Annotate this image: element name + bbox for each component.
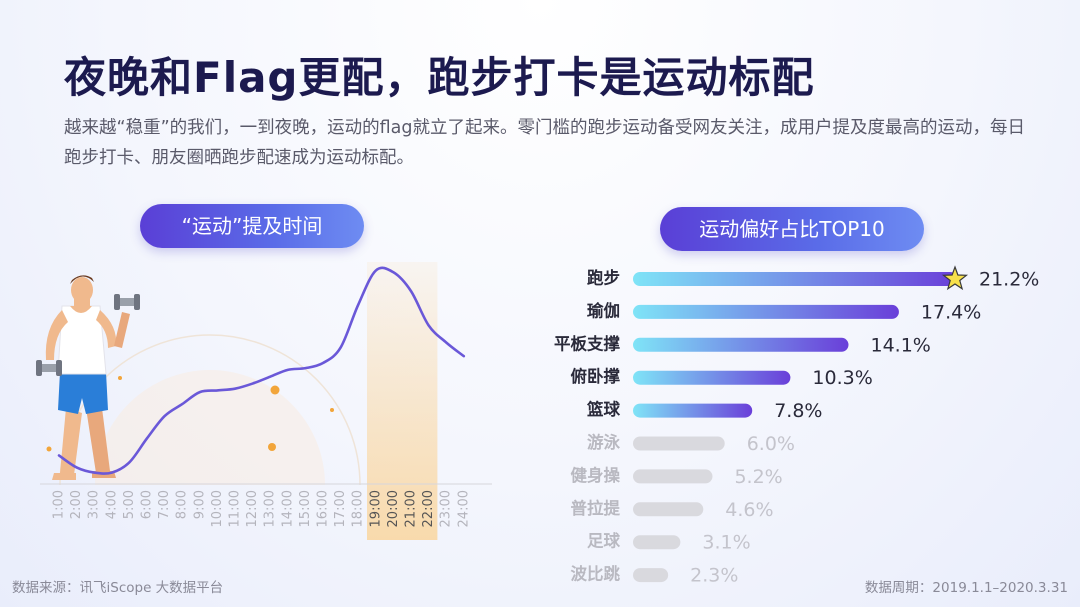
bar-游泳 <box>633 436 725 451</box>
bar-value-label: 17.4% <box>921 301 981 323</box>
x-tick-label: 17:00 <box>333 490 348 527</box>
x-tick-label: 24:00 <box>456 490 471 527</box>
x-tick-label: 1:00 <box>52 490 67 519</box>
page-subtitle: 越来越“稳重”的我们，一到夜晚，运动的flag就立了起来。零门槛的跑步运动备受网… <box>64 118 1025 168</box>
x-tick-label: 13:00 <box>263 490 278 527</box>
bar-category-label: 健身操 <box>571 465 621 485</box>
bar-value-label: 3.1% <box>702 532 750 554</box>
bar-俯卧撑 <box>633 370 791 385</box>
bar-平板支撑 <box>633 337 849 352</box>
bar-category-label: 跑步 <box>587 268 620 288</box>
x-tick-label: 22:00 <box>421 490 436 527</box>
star-icon <box>941 265 969 291</box>
x-tick-label: 10:00 <box>210 490 225 527</box>
bar-value-label: 6.0% <box>747 433 795 455</box>
data-source: 数据来源：讯飞iScope 大数据平台 <box>12 580 224 596</box>
data-period: 数据周期：2019.1.1–2020.3.31 <box>864 580 1068 596</box>
x-tick-label: 21:00 <box>404 490 419 527</box>
bar-波比跳 <box>633 568 669 583</box>
x-tick-label: 5:00 <box>122 490 137 519</box>
bar-value-label: 14.1% <box>870 334 930 356</box>
x-tick-label: 12:00 <box>245 490 260 527</box>
x-tick-label: 9:00 <box>192 490 207 519</box>
bar-跑步 <box>633 272 957 286</box>
time-chart-title: “运动”提及时间 <box>140 204 364 248</box>
bar-category-label: 平板支撑 <box>554 333 621 353</box>
preference-chart-title: 运动偏好占比TOP10 <box>660 207 924 251</box>
x-tick-label: 14:00 <box>280 490 295 527</box>
fitness-man-illustration <box>36 275 140 480</box>
bar-category-label: 游泳 <box>587 432 621 452</box>
x-tick-label: 11:00 <box>228 490 243 527</box>
bar-category-label: 普拉提 <box>571 498 621 518</box>
x-tick-label: 3:00 <box>87 490 102 519</box>
x-tick-label: 7:00 <box>157 490 172 519</box>
bar-value-label: 2.3% <box>690 565 738 587</box>
bar-篮球 <box>633 403 753 418</box>
x-tick-label: 6:00 <box>140 490 155 519</box>
x-tick-label: 16:00 <box>316 490 331 527</box>
bar-value-label: 21.2% <box>979 269 1039 291</box>
bar-category-label: 波比跳 <box>571 564 621 584</box>
bar-category-label: 俯卧撑 <box>571 366 621 386</box>
x-tick-label: 4:00 <box>104 490 119 519</box>
bar-category-label: 篮球 <box>586 399 621 419</box>
x-tick-label: 19:00 <box>368 490 383 527</box>
bar-value-label: 7.8% <box>774 400 822 422</box>
x-tick-label: 18:00 <box>351 490 366 527</box>
x-tick-label: 23:00 <box>439 490 454 527</box>
evening-highlight-band <box>367 262 438 540</box>
bar-健身操 <box>633 469 713 484</box>
x-tick-label: 15:00 <box>298 490 313 527</box>
bar-value-label: 4.6% <box>725 499 773 521</box>
bar-category-label: 足球 <box>587 532 621 551</box>
bar-value-label: 10.3% <box>812 367 872 389</box>
bar-瑜伽 <box>633 304 899 319</box>
mention-series-line <box>57 266 466 475</box>
bar-普拉提 <box>633 502 704 517</box>
bar-category-label: 瑜伽 <box>587 300 620 320</box>
x-tick-label: 8:00 <box>175 490 190 519</box>
x-tick-label: 20:00 <box>386 490 401 527</box>
bar-value-label: 5.2% <box>734 466 782 488</box>
page-title: 夜晚和Flag更配，跑步打卡是运动标配 <box>64 53 815 102</box>
bar-足球 <box>633 535 681 550</box>
x-tick-label: 2:00 <box>69 490 84 519</box>
